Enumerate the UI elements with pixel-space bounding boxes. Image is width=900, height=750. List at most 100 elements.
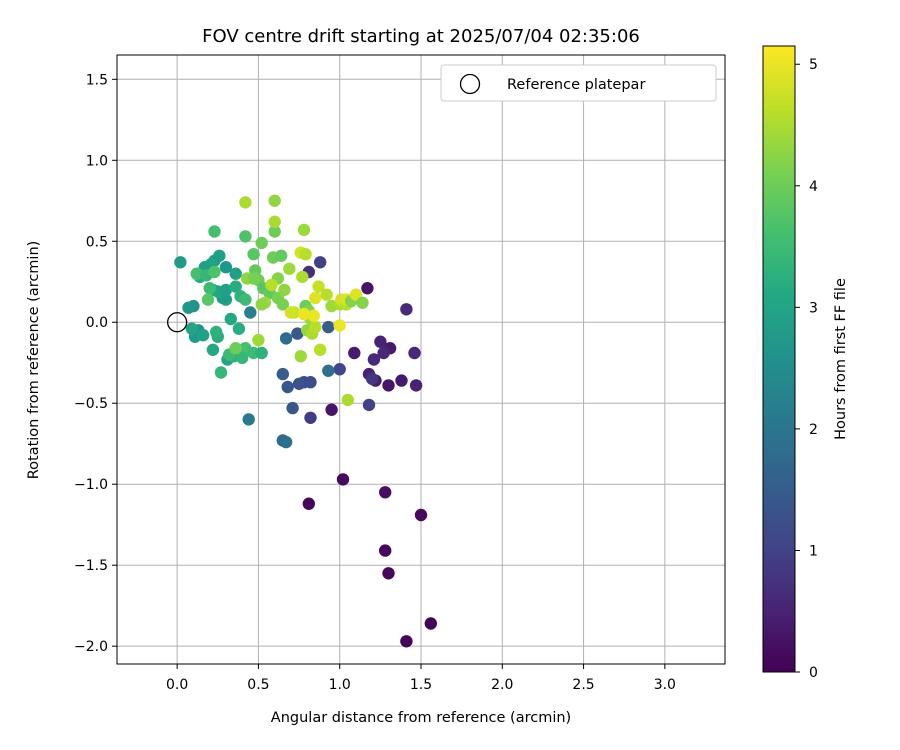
- legend-box: [440, 64, 717, 102]
- data-point: [229, 267, 242, 280]
- data-point: [294, 350, 307, 363]
- data-point: [265, 278, 278, 292]
- data-point: [296, 270, 309, 284]
- x-tick-label: 2.5: [572, 677, 594, 693]
- data-point: [312, 280, 325, 293]
- data-point: [252, 333, 265, 347]
- data-point: [297, 307, 311, 321]
- data-point: [242, 413, 255, 426]
- data-point: [322, 364, 335, 377]
- data-point: [400, 635, 413, 648]
- data-point: [299, 248, 312, 261]
- colorbar-gradient: [763, 46, 795, 672]
- colorbar-tick-label: 0: [809, 665, 818, 681]
- data-point: [247, 272, 260, 285]
- chart-title: FOV centre drift starting at 2025/07/04 …: [202, 26, 640, 47]
- data-point: [286, 401, 299, 415]
- data-point: [336, 473, 350, 486]
- y-tick-label: 0.0: [86, 315, 108, 331]
- legend-marker-reference: [459, 73, 481, 95]
- data-point: [229, 342, 242, 355]
- colorbar-tick-label: 3: [809, 300, 818, 316]
- data-point: [279, 435, 293, 449]
- legend: Reference platepar: [440, 64, 717, 102]
- grid: [117, 55, 725, 664]
- data-point: [314, 256, 327, 269]
- data-point: [279, 332, 293, 345]
- x-axis-ticks: 0.0 0.5 1.0 1.5 2.0 2.5 3.0: [166, 664, 676, 693]
- data-point: [224, 312, 237, 326]
- data-point: [377, 346, 390, 360]
- y-tick-label: −1.5: [74, 558, 108, 574]
- data-point: [309, 320, 322, 334]
- x-tick-label: 0.5: [247, 677, 269, 693]
- data-point: [366, 372, 379, 386]
- data-point: [400, 303, 413, 316]
- x-axis-label: Angular distance from reference (arcmin): [271, 710, 571, 726]
- data-point: [197, 329, 210, 342]
- data-point: [304, 376, 317, 389]
- reference-marker: [166, 312, 188, 333]
- data-point: [276, 298, 289, 311]
- y-axis-label: Rotation from reference (arcmin): [26, 241, 42, 480]
- data-point: [281, 380, 294, 394]
- data-point: [268, 225, 281, 238]
- colorbar: 0 1 2 3 4 5 Hours from first FF file: [762, 45, 849, 681]
- colorbar-label: Hours from first FF file: [833, 278, 849, 440]
- data-point: [239, 293, 252, 306]
- data-point: [255, 298, 268, 311]
- data-point: [208, 265, 221, 279]
- data-point: [255, 346, 268, 360]
- data-point: [361, 282, 374, 295]
- data-point: [424, 617, 437, 630]
- data-point: [341, 393, 354, 407]
- data-point: [219, 261, 233, 274]
- y-tick-label: −2.0: [74, 639, 108, 655]
- data-point: [302, 497, 315, 510]
- plot-area: 0.0 0.5 1.0 1.5 2.0 2.5 3.0 −2.0 −1.5 −1.0 −0.5 0.…: [74, 54, 726, 693]
- data-point: [284, 306, 298, 319]
- data-point: [382, 567, 395, 580]
- y-tick-label: −0.5: [74, 396, 108, 412]
- data-point: [278, 283, 291, 297]
- data-point: [314, 343, 327, 356]
- y-tick-label: 0.5: [86, 234, 108, 250]
- data-point: [185, 322, 198, 335]
- x-tick-label: 1.0: [329, 677, 351, 693]
- reference-platepar-marker: [166, 312, 188, 333]
- legend-label-reference: Reference platepar: [507, 77, 645, 93]
- y-axis-ticks: −2.0 −1.5 −1.0 −0.5 0.0 0.5 1.0 1.5: [74, 72, 117, 655]
- data-point: [236, 351, 249, 365]
- data-point: [283, 262, 296, 275]
- data-point: [232, 322, 246, 335]
- data-point: [203, 282, 216, 295]
- data-point: [374, 335, 387, 348]
- data-point: [208, 225, 221, 238]
- data-point: [255, 236, 268, 250]
- data-point: [322, 320, 335, 334]
- data-point: [325, 403, 338, 416]
- data-point: [414, 508, 428, 522]
- data-point: [206, 343, 220, 356]
- x-tick-label: 1.5: [410, 677, 432, 693]
- data-point: [292, 377, 306, 390]
- data-point: [409, 379, 423, 392]
- colorbar-tick-label: 1: [809, 543, 818, 559]
- data-point: [210, 325, 223, 339]
- colorbar-tick-label: 4: [809, 179, 818, 195]
- data-point: [291, 327, 304, 340]
- data-point: [307, 309, 320, 322]
- data-point: [348, 346, 361, 360]
- data-point: [333, 319, 346, 332]
- data-point: [333, 363, 346, 376]
- data-points: [174, 194, 437, 648]
- data-point: [219, 283, 233, 297]
- data-point: [276, 367, 289, 381]
- y-tick-label: 1.5: [86, 72, 108, 88]
- data-point: [362, 398, 376, 412]
- data-point: [268, 194, 281, 207]
- data-point: [182, 301, 195, 314]
- colorbar-ticks: 0 1 2 3 4 5: [795, 57, 818, 681]
- data-point: [297, 223, 311, 237]
